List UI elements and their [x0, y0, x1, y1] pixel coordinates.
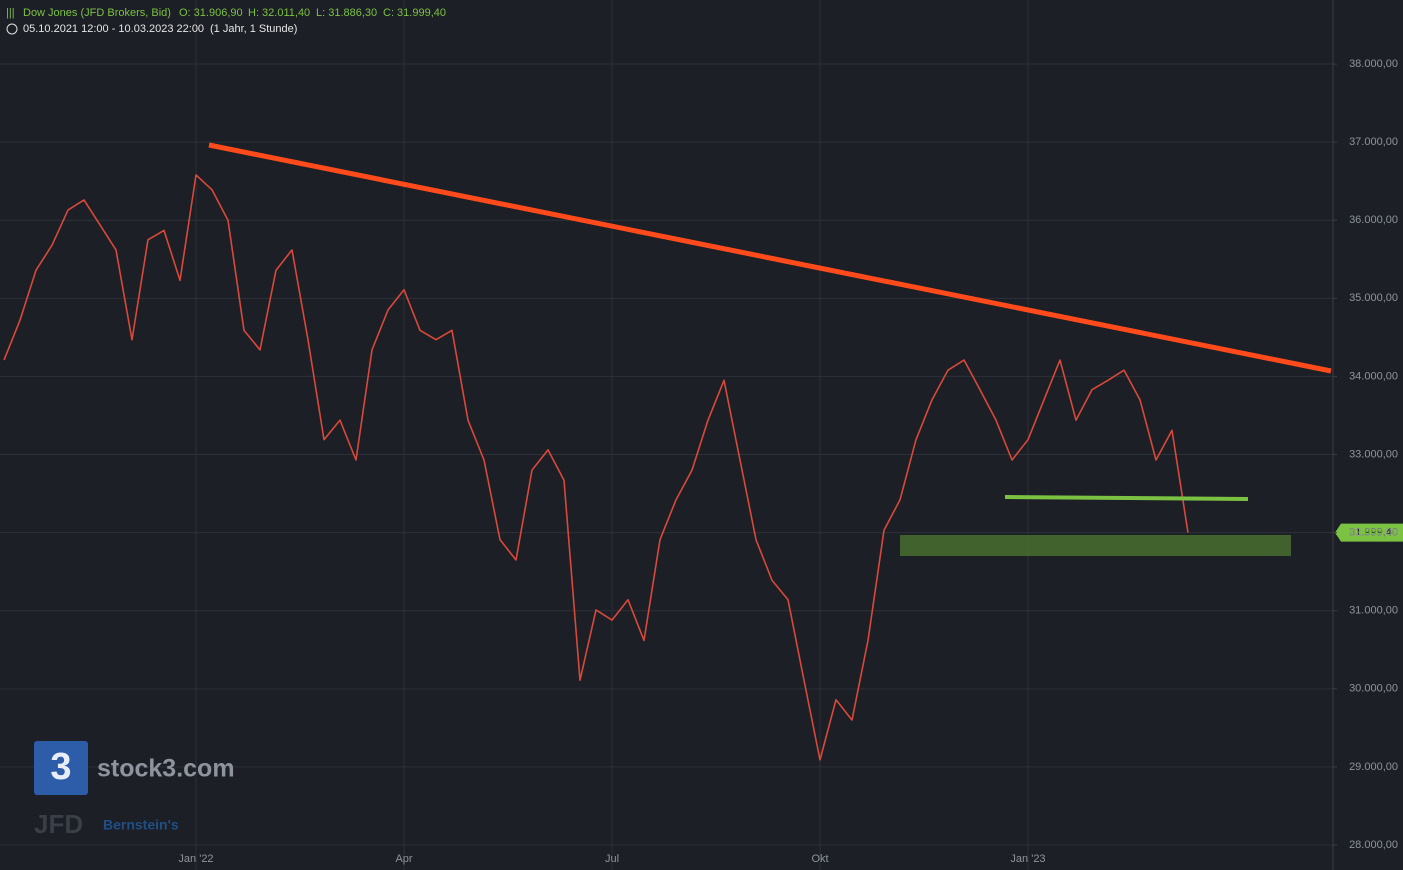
y-tick-label: 31.000,00: [1349, 605, 1398, 617]
chart-interval: (1 Jahr, 1 Stunde): [210, 23, 297, 35]
ohlc-close: C: 31.999,40: [383, 7, 446, 19]
y-tick-label: 38.000,00: [1349, 58, 1398, 70]
ohlc-low: L: 31.886,30: [316, 7, 377, 19]
plot: [3, 174, 1189, 761]
x-tick-label: Jul: [605, 853, 619, 865]
y-tick-label: 33.000,00: [1349, 448, 1398, 460]
y-tick-label: 37.000,00: [1349, 136, 1398, 148]
y-tick-label: 30.000,00: [1349, 683, 1398, 695]
chart-icon: |||: [6, 7, 15, 19]
price-tag: 31.999,40: [1335, 523, 1403, 542]
price-tag-label: 31.999,40: [1349, 527, 1398, 539]
chart-subtitle: 05.10.2021 12:00 - 10.03.2023 22:00: [23, 23, 204, 35]
x-tick-label: Apr: [395, 853, 412, 865]
price-line: [3, 174, 1189, 761]
support-line: [1004, 495, 1249, 501]
logo-mark: 3: [50, 746, 71, 788]
y-tick-label: 29.000,00: [1349, 761, 1398, 773]
clock-icon: [6, 23, 18, 35]
y-tick-label: 28.000,00: [1349, 839, 1398, 851]
y-tick-label: 34.000,00: [1349, 370, 1398, 382]
y-tick-label: 36.000,00: [1349, 214, 1398, 226]
ohlc-high: H: 32.011,40: [248, 7, 310, 19]
x-tick-label: Jan '23: [1010, 853, 1045, 865]
y-tick-label: 35.000,00: [1349, 292, 1398, 304]
watermark-broker: JFD: [34, 809, 83, 839]
x-tick-label: Jan '22: [178, 853, 213, 865]
watermark-partner: Bernstein's: [103, 817, 179, 833]
chart-title: Dow Jones (JFD Brokers, Bid): [23, 7, 171, 19]
price-tag-box: [1335, 523, 1403, 542]
y-tick-label: 32.000,00: [1349, 527, 1398, 539]
x-tick-label: Okt: [811, 853, 828, 865]
watermark-brand: stock3.com: [97, 755, 235, 783]
grid: [0, 0, 1333, 870]
ohlc-open: O: 31.906,90: [179, 7, 243, 19]
resistance-trendline: [208, 142, 1332, 374]
support-zone: [900, 535, 1291, 556]
logo-box: [34, 741, 88, 795]
